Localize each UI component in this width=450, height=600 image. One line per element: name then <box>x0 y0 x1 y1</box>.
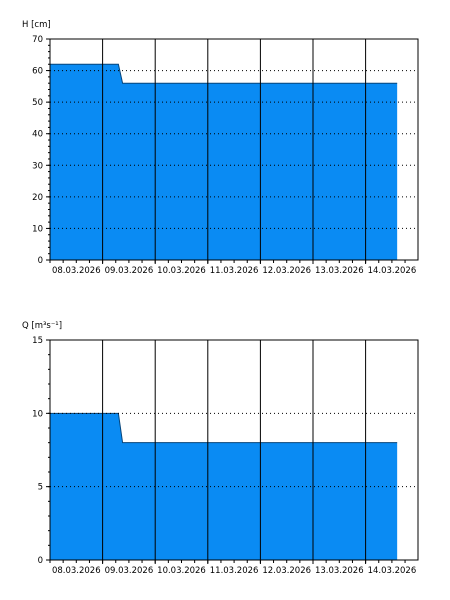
x-tick-label: 08.03.2026 <box>52 266 101 276</box>
plot-frame <box>49 38 419 261</box>
x-tick-label: 09.03.2026 <box>105 566 154 576</box>
y-tick-label: 70 <box>32 35 43 45</box>
y-tick-label: 30 <box>32 161 43 171</box>
x-tick-label: 09.03.2026 <box>105 266 154 276</box>
x-tick-label: 14.03.2026 <box>368 266 417 276</box>
water-level-chart: H [cm] 0 10 20 30 40 50 60 70 08.03.2026 09.03.202… <box>22 20 419 276</box>
series-area <box>50 64 398 260</box>
x-tick-label: 10.03.2026 <box>157 266 206 276</box>
y-tick-label: 15 <box>32 336 43 346</box>
y-tick-label: 60 <box>32 67 43 77</box>
series-area <box>50 413 398 560</box>
x-tick-label: 14.03.2026 <box>368 566 417 576</box>
y-tick-label: 10 <box>32 224 43 234</box>
x-tick-label: 12.03.2026 <box>262 566 311 576</box>
y-tick-label: 0 <box>38 556 43 566</box>
plot-frame <box>49 339 419 561</box>
y-axis-title: Q [m³s⁻¹] <box>22 321 62 331</box>
discharge-chart: Q [m³s⁻¹] 0 5 10 15 08.03.2026 09.03.2026 10.03… <box>22 321 419 576</box>
x-tick-label: 13.03.2026 <box>315 266 364 276</box>
x-tick-label: 13.03.2026 <box>315 566 364 576</box>
x-tick-label: 12.03.2026 <box>262 266 311 276</box>
x-tick-label: 11.03.2026 <box>210 266 259 276</box>
y-tick-label: 50 <box>32 98 43 108</box>
y-axis-title: H [cm] <box>22 20 51 30</box>
y-tick-label: 5 <box>38 483 43 493</box>
x-tick-label: 10.03.2026 <box>157 566 206 576</box>
y-tick-label: 10 <box>32 409 43 419</box>
y-tick-label: 40 <box>32 130 43 140</box>
x-tick-label: 08.03.2026 <box>52 566 101 576</box>
y-tick-label: 20 <box>32 193 43 203</box>
x-tick-label: 11.03.2026 <box>210 566 259 576</box>
y-tick-label: 0 <box>38 256 43 266</box>
